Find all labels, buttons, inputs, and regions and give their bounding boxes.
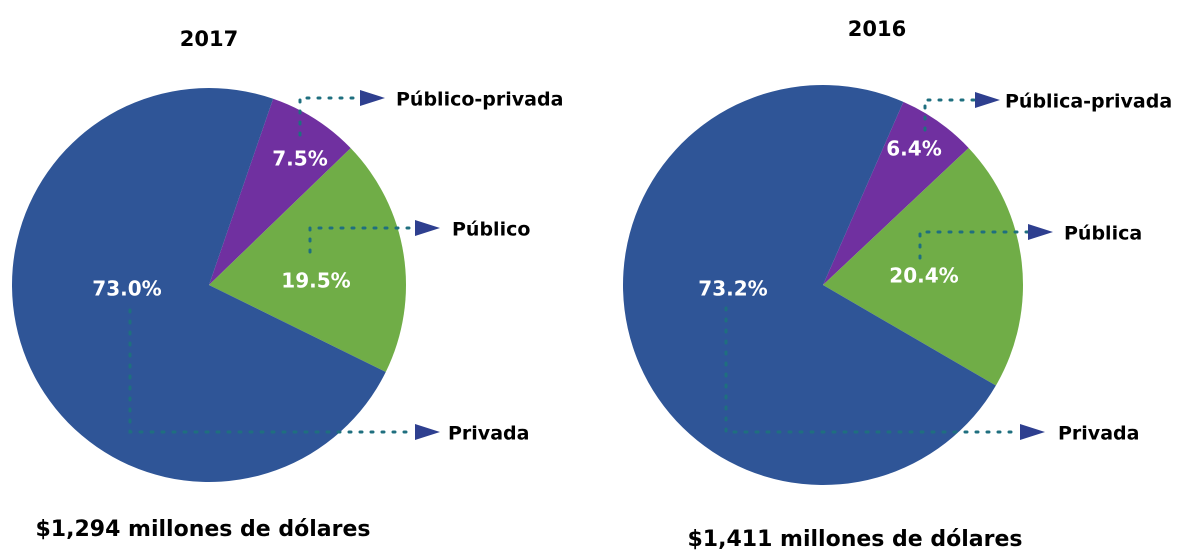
pie-slice xyxy=(209,98,351,285)
category-label: Pública xyxy=(1064,223,1142,245)
pie-slice xyxy=(623,85,996,486)
arrow-head xyxy=(975,92,1000,108)
value-label: 73.2% xyxy=(698,277,767,301)
category-label: Privada xyxy=(1058,423,1139,445)
value-label: 19.5% xyxy=(281,269,350,293)
value-label: 20.4% xyxy=(889,264,958,288)
arrow-head xyxy=(415,424,440,440)
leader-line xyxy=(724,306,1022,434)
chart-title: 2016 xyxy=(848,17,906,41)
leader-line xyxy=(308,226,417,254)
value-label: 73.0% xyxy=(92,277,161,301)
leader-line xyxy=(298,96,362,137)
pie-slice xyxy=(11,88,386,483)
value-label: 6.4% xyxy=(886,137,941,161)
arrow-head xyxy=(1028,224,1053,240)
arrow-head xyxy=(360,90,385,106)
arrow-head xyxy=(415,220,440,236)
pie-slice xyxy=(209,148,406,372)
chart-subtitle: $1,294 millones de dólares xyxy=(36,517,371,542)
leader-line xyxy=(918,230,1030,260)
leader-line xyxy=(923,98,977,132)
category-label: Privada xyxy=(448,423,529,445)
pie-slice xyxy=(823,147,1024,386)
value-label: 7.5% xyxy=(272,147,327,171)
pie-slice xyxy=(823,101,969,285)
leader-line xyxy=(128,308,417,434)
chart-title: 2017 xyxy=(180,27,238,51)
category-label: Público xyxy=(452,219,530,241)
category-label: Público-privada xyxy=(396,89,563,111)
category-label: Pública-privada xyxy=(1005,91,1172,113)
chart-subtitle: $1,411 millones de dólares xyxy=(688,527,1023,552)
arrow-head xyxy=(1020,424,1045,440)
